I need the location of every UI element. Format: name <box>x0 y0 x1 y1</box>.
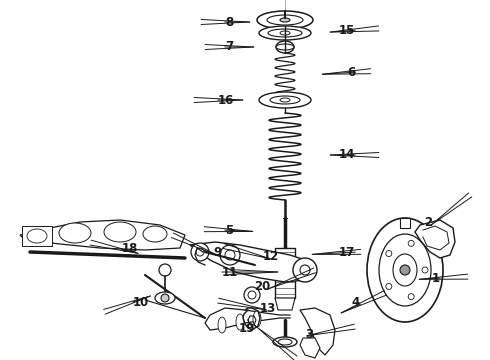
Text: 14: 14 <box>339 148 355 162</box>
Circle shape <box>300 265 310 275</box>
Ellipse shape <box>253 311 261 327</box>
Ellipse shape <box>278 339 292 345</box>
Ellipse shape <box>259 92 311 108</box>
Ellipse shape <box>268 29 302 37</box>
Text: 10: 10 <box>133 297 149 310</box>
Text: 16: 16 <box>218 94 234 107</box>
Bar <box>275 248 295 298</box>
Ellipse shape <box>27 229 47 243</box>
Circle shape <box>225 250 235 260</box>
Text: 17: 17 <box>339 246 355 258</box>
Ellipse shape <box>259 26 311 40</box>
Text: 13: 13 <box>260 302 276 315</box>
Polygon shape <box>20 220 185 250</box>
Ellipse shape <box>218 317 226 333</box>
Ellipse shape <box>270 96 300 104</box>
Circle shape <box>422 267 428 273</box>
Text: 20: 20 <box>254 280 270 293</box>
Ellipse shape <box>367 218 443 322</box>
Polygon shape <box>300 338 320 358</box>
Circle shape <box>408 294 414 300</box>
Ellipse shape <box>143 226 167 242</box>
Ellipse shape <box>273 337 297 347</box>
Ellipse shape <box>393 254 417 286</box>
Ellipse shape <box>280 98 290 102</box>
Ellipse shape <box>280 31 290 35</box>
Circle shape <box>161 294 169 302</box>
Circle shape <box>408 240 414 246</box>
Text: 15: 15 <box>339 23 355 36</box>
Text: 11: 11 <box>222 266 238 279</box>
Ellipse shape <box>155 292 175 304</box>
Ellipse shape <box>257 11 313 29</box>
Circle shape <box>386 251 392 257</box>
Bar <box>400 218 410 228</box>
Text: 18: 18 <box>122 243 138 256</box>
Circle shape <box>293 258 317 282</box>
Ellipse shape <box>236 314 244 330</box>
Circle shape <box>220 245 240 265</box>
Circle shape <box>196 248 204 256</box>
Circle shape <box>248 291 256 299</box>
Text: 7: 7 <box>225 40 233 54</box>
Circle shape <box>400 265 410 275</box>
Circle shape <box>191 243 209 261</box>
Text: 2: 2 <box>424 216 432 229</box>
Ellipse shape <box>276 41 294 53</box>
Text: 6: 6 <box>347 66 355 78</box>
Text: 12: 12 <box>263 249 279 262</box>
Ellipse shape <box>104 222 136 242</box>
Text: 5: 5 <box>225 224 233 237</box>
Circle shape <box>159 264 171 276</box>
Bar <box>22 226 52 246</box>
Text: 9: 9 <box>213 246 221 258</box>
Ellipse shape <box>59 223 91 243</box>
Text: 8: 8 <box>225 15 233 28</box>
Polygon shape <box>190 242 310 282</box>
Circle shape <box>244 287 260 303</box>
Polygon shape <box>300 308 335 355</box>
Polygon shape <box>415 220 455 258</box>
Circle shape <box>386 283 392 289</box>
Ellipse shape <box>276 44 294 50</box>
Ellipse shape <box>280 18 290 22</box>
Text: 4: 4 <box>352 297 360 310</box>
Text: 19: 19 <box>239 321 255 334</box>
Text: 1: 1 <box>432 271 440 284</box>
Text: 3: 3 <box>305 328 313 341</box>
Ellipse shape <box>267 15 303 25</box>
Polygon shape <box>275 298 295 310</box>
Ellipse shape <box>379 234 431 306</box>
